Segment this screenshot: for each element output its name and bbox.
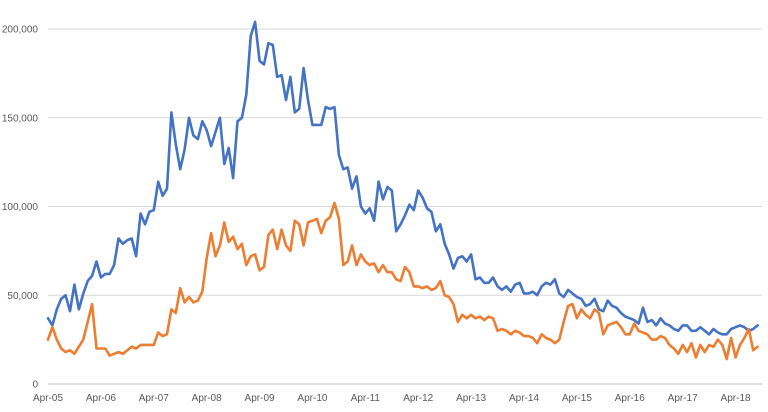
x-tick-label: Apr-17 [668,393,698,404]
series-line-blue [46,20,759,336]
x-tick-label: Apr-11 [351,393,381,404]
x-tick-label: Apr-16 [615,393,645,404]
x-tick-label: Apr-13 [456,393,486,404]
y-tick-label: 150,000 [2,113,39,124]
x-tick-label: Apr-15 [562,393,592,404]
x-tick-label: Apr-06 [86,393,116,404]
x-tick-label: Apr-09 [245,393,275,404]
x-tick-label: Apr-12 [403,393,433,404]
y-tick-label: 200,000 [2,25,39,36]
x-tick-label: Apr-05 [33,393,63,404]
x-tick-label: Apr-07 [139,393,169,404]
x-tick-label: Apr-14 [509,393,539,404]
x-tick-label: Apr-10 [297,393,327,404]
y-tick-label: 100,000 [2,202,39,213]
gridlines [48,28,762,385]
y-axis-tick-labels: 0 50,000 100,000 150,000 200,000 [2,25,39,391]
x-tick-label: Apr-18 [721,393,751,404]
y-tick-label: 50,000 [7,291,38,302]
series-line-orange [46,201,759,361]
series-lines [46,20,759,361]
x-axis-tick-labels: Apr-05 Apr-06 Apr-07 Apr-08 Apr-09 Apr-10 Apr-… [33,393,751,404]
x-tick-label: Apr-08 [192,393,222,404]
y-tick-label: 0 [32,380,38,391]
